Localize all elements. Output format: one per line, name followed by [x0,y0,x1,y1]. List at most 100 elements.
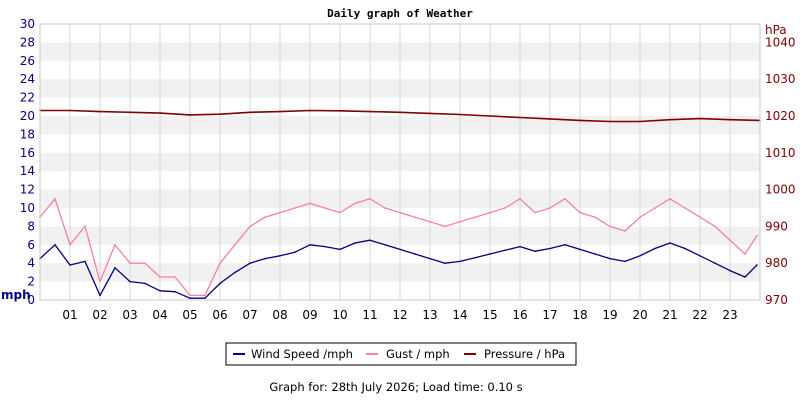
data-point [624,260,626,263]
left-tick-label: 20 [20,109,35,123]
data-point [699,216,701,218]
right-tick-label: 1010 [765,146,796,160]
right-tick-label: 970 [765,293,788,307]
data-point [219,262,221,265]
data-point [609,225,611,228]
x-tick-label: 11 [362,308,377,322]
x-tick-label: 13 [422,308,437,322]
legend-item-pressure: Pressure / hPa [464,347,565,361]
data-point [639,216,641,218]
data-point [444,225,446,228]
data-point [756,264,758,266]
data-point [204,294,206,297]
left-tick-label: 10 [20,201,35,215]
data-point [684,247,686,250]
data-point [414,253,416,255]
data-point [324,207,326,209]
data-point [579,248,581,251]
left-axis-label: mph [1,288,31,302]
left-tick-label: 12 [20,183,35,197]
data-point [549,118,551,120]
data-point [564,244,566,246]
data-point [369,198,371,200]
right-tick-label: 1030 [765,72,796,86]
data-point [729,269,731,272]
data-point [744,253,746,255]
x-tick-label: 20 [632,308,647,322]
legend-item-gust: Gust / mph [366,347,450,361]
graph-footer: Graph for: 28th July 2026; Load time: 0.… [269,380,522,394]
legend-label-wind: Wind Speed /mph [251,347,353,361]
legend: Wind Speed /mph Gust / mph Pressure / hP… [225,342,577,366]
x-tick-label: 08 [272,308,287,322]
data-point [99,110,101,113]
legend-box [225,342,577,366]
data-point [54,198,56,200]
legend-item-wind: Wind Speed /mph [233,347,353,361]
data-point [84,260,86,263]
right-axis-ticks: 970 980 990 1000 1010 1020 1030 1040 [765,35,796,307]
data-point [594,253,596,255]
x-tick-label: 17 [542,308,557,322]
data-point [354,202,356,205]
data-point [504,249,506,252]
data-point [294,251,296,253]
data-point [756,234,758,237]
data-point [474,216,476,218]
data-point [339,110,341,112]
data-point [519,245,521,248]
data-point [309,109,311,112]
data-point [549,207,551,209]
data-point [69,264,71,266]
x-tick-label: 16 [512,308,527,322]
data-point [684,207,686,209]
data-point [459,113,461,116]
data-point [669,118,671,121]
data-point [189,114,191,116]
x-tick-label: 18 [572,308,587,322]
data-point [639,120,641,123]
data-point [669,242,671,244]
right-tick-label: 1020 [765,109,796,123]
data-point [54,244,56,246]
data-point [714,262,716,265]
data-point [429,257,431,260]
x-tick-label: 03 [122,308,137,322]
data-point [114,244,116,246]
x-tick-label: 02 [92,308,107,322]
data-point [249,225,251,228]
left-tick-label: 18 [20,127,35,141]
x-tick-label: 01 [62,308,77,322]
data-point [159,112,161,114]
data-point [129,262,131,265]
data-point [714,225,716,228]
x-axis-ticks: 01 02 03 04 05 06 07 08 09 10 11 12 13 14 15 16 17 18 19 20… [62,308,737,322]
left-tick-label: 24 [20,72,35,86]
x-tick-label: 19 [602,308,617,322]
data-point [639,255,641,257]
data-point [474,256,476,259]
data-point [699,255,701,257]
data-point [279,110,281,113]
data-point [699,117,701,120]
series-layer [39,109,761,300]
left-tick-label: 2 [27,275,35,289]
data-point [174,276,176,278]
right-tick-label: 1000 [765,183,796,197]
data-point [264,216,266,218]
data-point [249,262,251,265]
data-point [414,216,416,218]
data-point [309,244,311,246]
data-point [309,202,311,205]
data-point [339,248,341,251]
data-point [729,118,731,121]
data-point [489,211,491,214]
data-point [459,260,461,263]
data-point [609,257,611,260]
data-point [114,267,116,269]
data-point [354,242,356,244]
data-point [579,211,581,214]
data-point [594,216,596,218]
data-point [264,257,266,260]
